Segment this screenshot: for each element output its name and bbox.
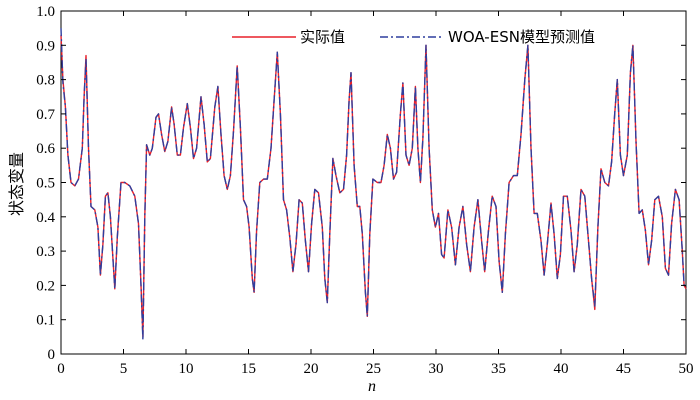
x-tick-label: 50 (679, 361, 694, 377)
plot-frame (60, 10, 687, 355)
x-tick-label: 40 (554, 361, 569, 377)
x-axis-label: n (368, 378, 376, 395)
series-line-predicted (60, 28, 687, 341)
y-axis-label: 状态变量 (7, 152, 26, 216)
y-tick-label: 0.5 (36, 176, 55, 192)
x-tick-label: 30 (429, 361, 444, 377)
y-tick-label: 0.3 (36, 244, 55, 260)
y-tick-label: 0.7 (36, 107, 55, 123)
legend: 实际值 WOA-ESN模型预测值 (232, 28, 595, 46)
x-tick-label: 25 (366, 361, 381, 377)
legend-label-predicted: WOA-ESN模型预测值 (448, 28, 595, 46)
x-tick-label: 0 (57, 361, 65, 377)
x-tick-label: 5 (120, 361, 128, 377)
x-tick-label: 35 (491, 361, 506, 377)
x-tick-label: 10 (179, 361, 194, 377)
x-tick-label: 45 (616, 361, 631, 377)
y-tick-label: 1.0 (36, 4, 55, 20)
y-tick-label: 0 (48, 347, 56, 363)
y-tick-label: 0.2 (36, 278, 55, 294)
y-tick-label: 0.9 (36, 38, 55, 54)
x-tick-label: 15 (241, 361, 256, 377)
y-tick-label: 0.4 (36, 210, 55, 226)
plot-area (60, 10, 687, 355)
y-tick-label: 0.6 (36, 141, 55, 157)
y-tick-label: 0.8 (36, 73, 55, 89)
legend-label-actual: 实际值 (300, 28, 345, 46)
x-tick-label: 20 (304, 361, 319, 377)
y-axis: 0 0.1 0.2 0.3 0.4 0.5 0.6 0.7 0.8 0.9 1.0 (36, 4, 686, 363)
x-axis: 0 5 10 15 20 25 30 35 40 45 50 (57, 11, 694, 377)
series-layer (60, 28, 687, 341)
y-tick-label: 0.1 (36, 313, 55, 329)
